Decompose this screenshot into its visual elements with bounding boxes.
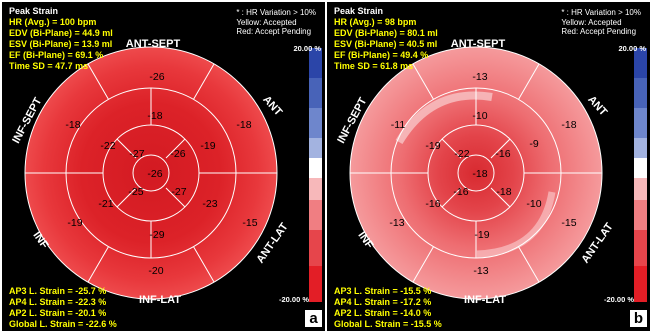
segment-basal-inf-lat: -20 [148, 265, 163, 277]
esv: ESV (Bi-Plane) = 13.9 ml [9, 39, 113, 49]
segment-basal-inf-sept: -11 [391, 119, 406, 131]
scale-bottom-label: -20.00 % [278, 295, 309, 304]
bullseye-plot-b: -13 -18 -15 -13 -13 -11 -10 -9 -10 -19 -… [335, 38, 616, 306]
time-sd: Time SD = 47.7 ms [9, 61, 89, 71]
edv: EDV (Bi-Plane) = 44.9 ml [9, 28, 113, 38]
bullseye-disc [25, 47, 277, 299]
heart-rate: HR (Avg.) = 100 bpm [9, 17, 97, 27]
panel-letter-a: a [305, 310, 322, 327]
segment-dividers [350, 63, 602, 283]
segment-apical-sept: -27 [129, 148, 144, 160]
wall-label-ant: ANT [585, 94, 609, 119]
segment-basal-inf-lat: -13 [473, 265, 488, 277]
ap4-strain: AP4 L. Strain = -17.2 % [334, 297, 432, 307]
ap2-strain: AP2 L. Strain = -20.1 % [9, 308, 107, 318]
color-scale-bar-b [634, 48, 647, 302]
info-block-b: Peak Strain HR (Avg.) = 98 bpm EDV (Bi-P… [334, 6, 438, 72]
segment-mid-inf-lat: -29 [149, 229, 164, 241]
light-strain-swirl [395, 91, 493, 145]
edv: EDV (Bi-Plane) = 80.1 ml [334, 28, 438, 38]
segment-basal-ant-sept: -13 [472, 71, 487, 83]
segment-basal-ant-lat: -15 [242, 217, 257, 229]
segment-basal-ant-lat: -15 [561, 217, 576, 229]
ef: EF (Bi-Plane) = 69.1 % [9, 50, 104, 60]
segment-basal-inf-sept: -18 [65, 119, 80, 131]
ap2-strain: AP2 L. Strain = -14.0 % [334, 308, 432, 318]
panel-b: -13 -18 -15 -13 -13 -11 -10 -9 -10 -19 -… [327, 2, 650, 331]
footer-a: AP3 L. Strain = -25.7 % AP4 L. Strain = … [9, 286, 117, 330]
wall-label-inf-lat: INF-LAT [464, 294, 506, 306]
segment-apex: -26 [147, 168, 162, 180]
light-strain-swirl [476, 191, 556, 258]
info-block-a: Peak Strain HR (Avg.) = 100 bpm EDV (Bi-… [9, 6, 113, 72]
segment-mid-ant-lat: -23 [202, 198, 217, 210]
segment-mid-ant: -19 [200, 140, 215, 152]
segment-apical-sept: -22 [454, 148, 469, 160]
panel-letter-b: b [630, 310, 647, 327]
segment-basal-ant: -18 [561, 119, 576, 131]
segment-apex: -18 [472, 168, 487, 180]
segment-values: -26 -18 -15 -20 -19 -18 -18 -19 -23 -29 … [65, 71, 257, 277]
ring-apex [457, 154, 495, 192]
legend-hr-variation: * : HR Variation > 10% [236, 8, 316, 17]
segment-apical-ant: -16 [495, 148, 510, 160]
segment-mid-inf: -21 [98, 198, 113, 210]
wall-label-ant-sept: ANT-SEPT [451, 38, 506, 50]
segment-values: -13 -18 -15 -13 -13 -11 -10 -9 -10 -19 -… [389, 71, 576, 277]
segment-apical-inf: -16 [453, 186, 468, 198]
segment-apical-lat: -18 [496, 186, 511, 198]
bullseye-plot-a: -26 -18 -15 -20 -19 -18 -18 -19 -23 -29 … [10, 38, 291, 306]
ef: EF (Bi-Plane) = 49.4 % [334, 50, 429, 60]
panel-title: Peak Strain [334, 6, 384, 16]
global-strain: Global L. Strain = -15.5 % [334, 319, 442, 329]
segment-mid-inf-sept: -19 [425, 140, 440, 152]
scale-bottom-label: -20.00 % [603, 295, 634, 304]
panel-title: Peak Strain [9, 6, 59, 16]
wall-label-ant: ANT [260, 94, 284, 119]
legend-yellow: Yellow: Accepted [561, 17, 622, 27]
bullseye-disc [350, 47, 602, 299]
ap3-strain: AP3 L. Strain = -15.5 % [334, 286, 432, 296]
segment-apical-lat: -27 [171, 186, 186, 198]
time-sd: Time SD = 61.8 ms [334, 61, 414, 71]
segment-mid-inf-sept: -22 [100, 140, 115, 152]
scale-top-label: 20.00 % [293, 44, 321, 53]
segment-mid-ant-lat: -10 [526, 198, 541, 210]
segment-mid-ant-sept: -10 [472, 110, 487, 122]
legend-hr-variation: * : HR Variation > 10% [561, 8, 641, 17]
legend-yellow: Yellow: Accepted [236, 17, 297, 27]
segment-basal-ant: -18 [236, 119, 251, 131]
segment-basal-ant-sept: -26 [149, 71, 164, 83]
ap3-strain: AP3 L. Strain = -25.7 % [9, 286, 107, 296]
segment-basal-inf: -13 [389, 217, 404, 229]
ap4-strain: AP4 L. Strain = -22.3 % [9, 297, 107, 307]
scale-top-label: 20.00 % [618, 44, 646, 53]
global-strain: Global L. Strain = -22.6 % [9, 319, 117, 329]
legend-red: Red: Accept Pending [561, 27, 637, 36]
segment-mid-inf-lat: -19 [474, 229, 489, 241]
panel-a: -26 -18 -15 -20 -19 -18 -18 -19 -23 -29 … [2, 2, 325, 331]
segment-apical-ant: -26 [170, 148, 185, 160]
legend-a: * : HR Variation > 10% Yellow: Accepted … [236, 8, 316, 37]
segment-dividers [25, 63, 277, 283]
wall-label-inf-lat: INF-LAT [139, 294, 181, 306]
heart-rate: HR (Avg.) = 98 bpm [334, 17, 417, 27]
footer-b: AP3 L. Strain = -15.5 % AP4 L. Strain = … [334, 286, 442, 330]
segment-mid-ant: -9 [529, 138, 538, 150]
color-scale-bar-a [309, 48, 322, 302]
legend-red: Red: Accept Pending [236, 27, 312, 36]
segment-apical-inf: -25 [128, 186, 143, 198]
esv: ESV (Bi-Plane) = 40.5 ml [334, 39, 438, 49]
segment-mid-ant-sept: -18 [147, 110, 162, 122]
segment-basal-inf: -19 [67, 217, 82, 229]
segment-mid-inf: -16 [425, 198, 440, 210]
legend-b: * : HR Variation > 10% Yellow: Accepted … [561, 8, 641, 37]
ring-apex [132, 154, 170, 192]
wall-label-ant-sept: ANT-SEPT [126, 38, 181, 50]
